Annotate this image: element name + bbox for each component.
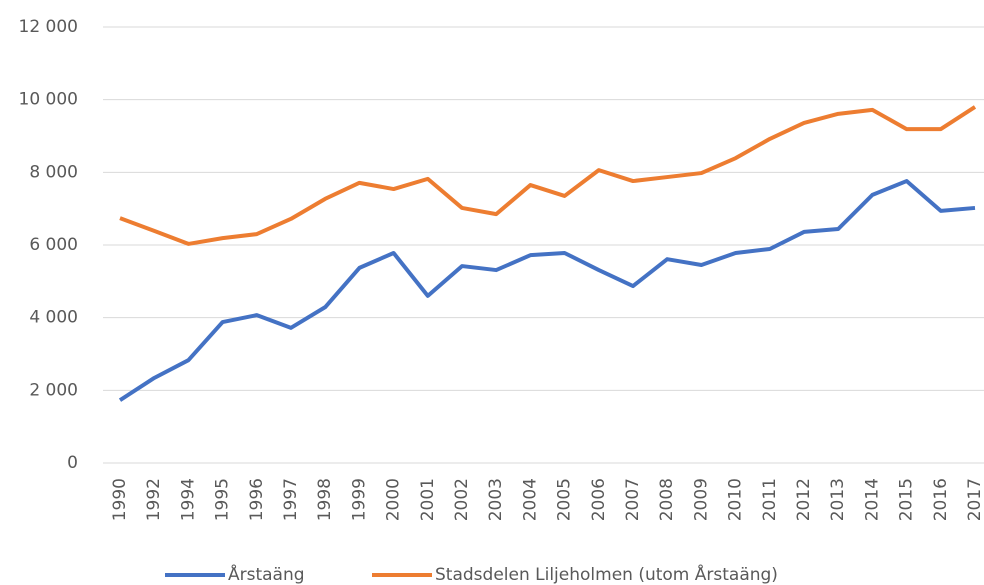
x-tick-label: 2017 xyxy=(965,478,984,521)
x-tick-label: 2008 xyxy=(657,478,677,521)
x-tick-label: 2013 xyxy=(828,478,848,521)
x-tick-label: 1997 xyxy=(281,478,301,521)
y-tick-label: 2 000 xyxy=(29,380,78,400)
y-tick-label: 8 000 xyxy=(29,162,78,182)
x-tick-label: 2007 xyxy=(623,478,643,521)
x-tick-label: 2009 xyxy=(691,478,711,521)
x-tick-label: 1992 xyxy=(144,478,164,521)
x-tick-label: 2011 xyxy=(760,478,780,521)
x-tick-label: 2001 xyxy=(418,478,438,521)
x-tick-label: 1996 xyxy=(247,478,267,521)
x-tick-label: 1995 xyxy=(213,478,233,521)
x-tick-label: 1990 xyxy=(110,478,130,521)
y-tick-label: 6 000 xyxy=(29,235,78,255)
x-tick-label: 2002 xyxy=(452,478,472,521)
x-tick-label: 1999 xyxy=(349,478,369,521)
y-tick-label: 10 000 xyxy=(19,90,78,110)
legend-label: Årstaäng xyxy=(228,563,305,585)
x-tick-label: 2015 xyxy=(897,478,917,521)
x-tick-label: 2014 xyxy=(862,478,882,521)
x-tick-label: 2004 xyxy=(520,478,540,521)
x-tick-label: 2016 xyxy=(931,478,951,521)
x-tick-label: 2005 xyxy=(555,478,575,521)
x-tick-label: 1998 xyxy=(315,478,335,521)
line-series xyxy=(119,105,977,246)
x-tick-label: 2003 xyxy=(486,478,506,521)
x-tick-label: 2000 xyxy=(384,478,404,521)
x-tick-label: 1994 xyxy=(178,478,198,521)
line-series xyxy=(118,179,976,402)
x-tick-label: 2012 xyxy=(794,478,814,521)
x-tick-label: 2010 xyxy=(726,478,746,521)
x-tick-label: 2006 xyxy=(589,478,609,521)
y-tick-label: 12 000 xyxy=(19,17,78,37)
y-tick-label: 0 xyxy=(67,453,78,473)
legend-label: Stadsdelen Liljeholmen (utom Årstaäng) xyxy=(435,563,778,585)
y-tick-label: 4 000 xyxy=(29,308,78,328)
